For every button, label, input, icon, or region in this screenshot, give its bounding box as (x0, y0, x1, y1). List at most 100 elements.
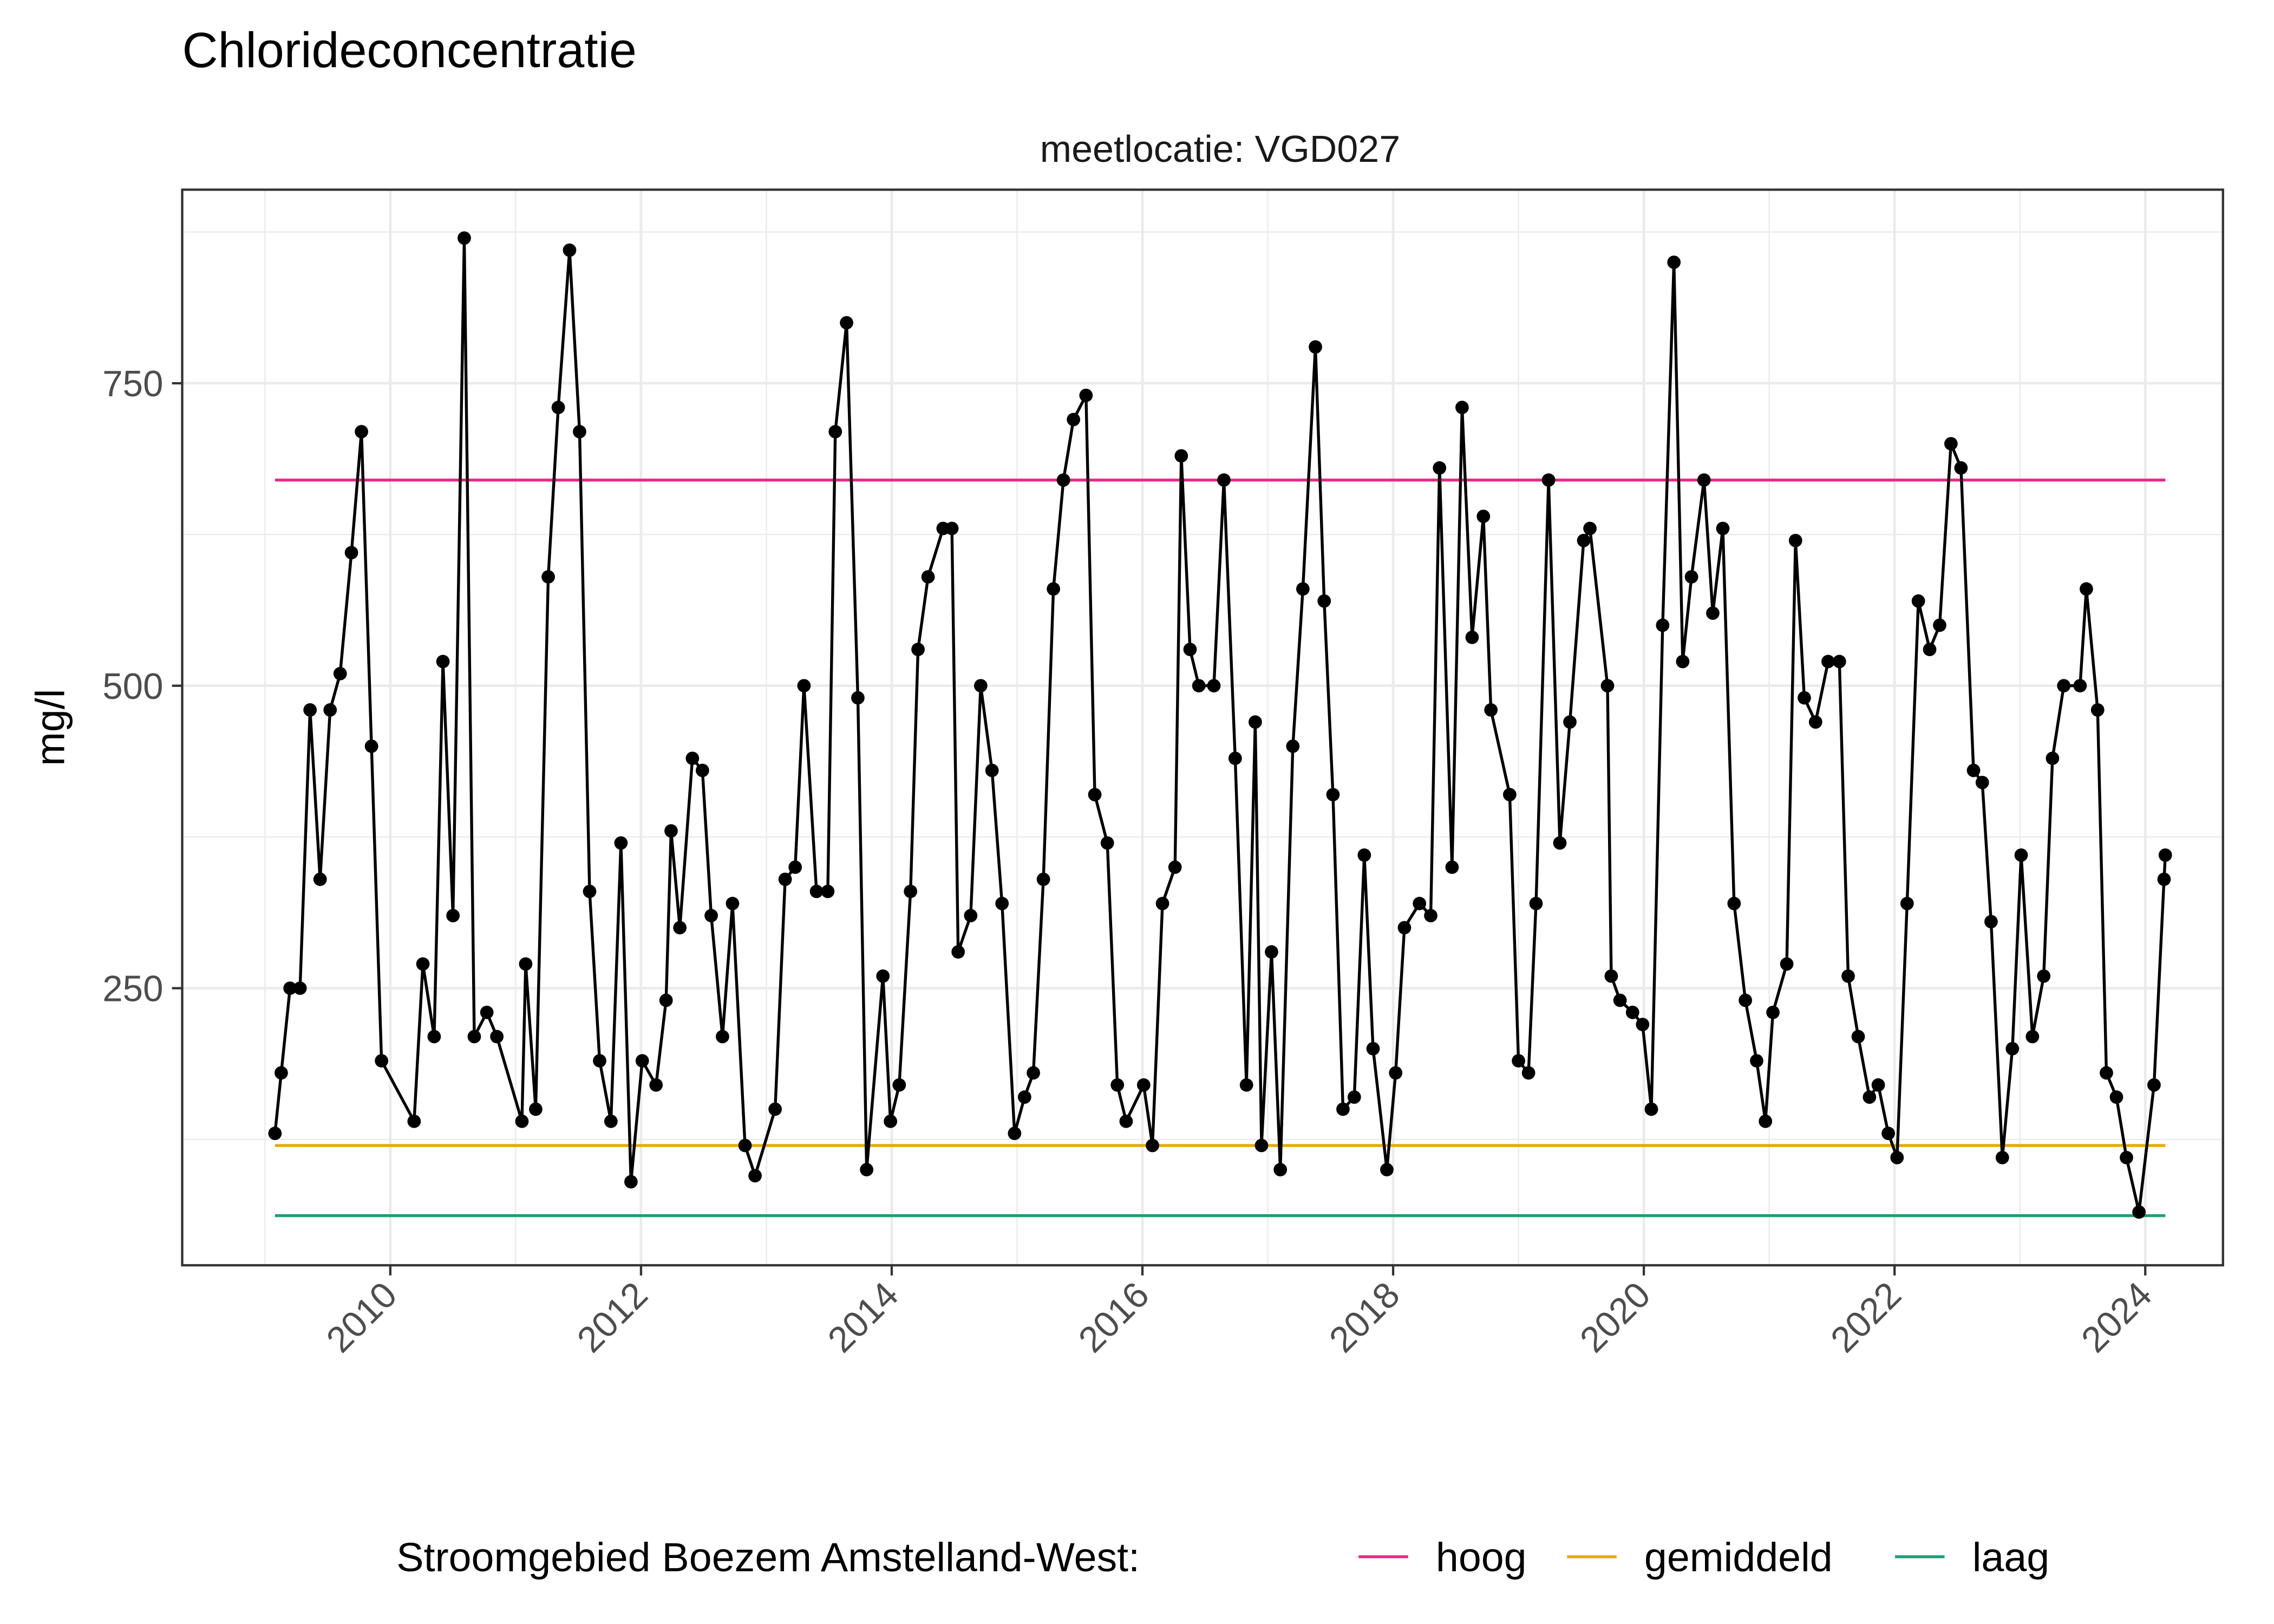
x-tick-label: 2022 (1823, 1274, 1909, 1360)
data-point (1863, 1090, 1877, 1104)
data-point (1249, 715, 1262, 729)
data-point (1366, 1042, 1380, 1056)
data-point (2157, 872, 2171, 886)
data-point (293, 981, 307, 995)
data-point (685, 751, 700, 765)
data-point (2005, 1042, 2020, 1056)
data-point (604, 1114, 618, 1128)
data-point (809, 885, 824, 899)
data-point (1296, 582, 1310, 596)
data-point (515, 1114, 529, 1128)
data-point (1067, 412, 1081, 427)
data-point (695, 763, 709, 777)
data-point (1484, 703, 1498, 717)
data-point (467, 1030, 481, 1044)
data-point (1273, 1163, 1288, 1177)
data-point (1018, 1090, 1031, 1104)
data-point (973, 679, 988, 693)
data-point (788, 860, 802, 874)
data-point (1821, 654, 1835, 669)
data-point (1008, 1127, 1022, 1141)
data-point (614, 836, 628, 850)
data-point (1788, 534, 1802, 547)
data-point (1183, 643, 1197, 657)
x-tick-label: 2020 (1572, 1274, 1658, 1360)
data-point (551, 401, 565, 415)
data-point (995, 896, 1009, 911)
data-point (716, 1030, 729, 1044)
data-point (649, 1078, 663, 1092)
legend-title: Stroomgebied Boezem Amstelland-West: (396, 1535, 1140, 1580)
data-point (1389, 1066, 1403, 1080)
data-point (1424, 909, 1437, 922)
data-point (1036, 872, 1050, 886)
legend-label-gemiddeld: gemiddeld (1644, 1535, 1833, 1580)
x-tick-label: 2010 (319, 1274, 405, 1360)
data-point (1583, 521, 1597, 535)
series-line (268, 231, 2172, 1219)
data-point (541, 570, 555, 584)
data-point (1766, 1005, 1780, 1019)
data-point (1168, 860, 1182, 874)
data-point (1347, 1090, 1361, 1104)
data-point (1975, 776, 1989, 789)
data-point (1750, 1054, 1763, 1068)
data-point (624, 1175, 638, 1189)
data-point (1808, 715, 1822, 729)
data-point (892, 1078, 906, 1092)
data-point (446, 909, 460, 922)
data-point (1954, 461, 1968, 475)
data-point (407, 1114, 421, 1128)
data-point (840, 316, 854, 330)
data-point (1326, 788, 1340, 802)
data-point (1984, 915, 1998, 928)
data-point (1155, 896, 1169, 911)
y-tick-label: 250 (102, 969, 163, 1010)
data-point (364, 739, 378, 753)
data-point (1541, 473, 1556, 487)
data-point (355, 425, 369, 438)
plot-background (182, 189, 2223, 1266)
data-point (911, 643, 925, 657)
data-point (1798, 691, 1811, 705)
data-point (951, 945, 965, 959)
data-point (1357, 848, 1371, 862)
data-point (1056, 473, 1070, 487)
data-point (416, 957, 430, 971)
chart-subtitle: meetlocatie: VGD027 (1040, 128, 1400, 170)
data-point (1553, 836, 1567, 850)
data-point (2046, 751, 2060, 765)
legend-label-hoog: hoog (1436, 1535, 1527, 1580)
data-point (884, 1114, 898, 1128)
data-point (821, 885, 835, 899)
data-point (333, 667, 347, 680)
data-point (1047, 582, 1061, 596)
data-point (1239, 1078, 1253, 1092)
data-point (1871, 1078, 1885, 1092)
data-point (1146, 1138, 1159, 1152)
data-point (1625, 1005, 1639, 1019)
data-point (275, 1066, 288, 1080)
data-point (1317, 594, 1331, 608)
grid (182, 189, 2223, 1266)
data-point (490, 1030, 504, 1044)
data-point (1228, 751, 1242, 765)
data-point (738, 1138, 752, 1152)
data-point (664, 824, 678, 838)
data-point (427, 1030, 441, 1044)
data-point (2037, 969, 2051, 983)
data-point (2109, 1090, 2123, 1104)
data-point (1286, 739, 1300, 753)
x-tick-label: 2016 (1071, 1274, 1157, 1360)
data-point (323, 703, 337, 717)
data-point (921, 570, 935, 584)
data-point (1380, 1163, 1394, 1177)
x-tick-label: 2012 (570, 1274, 656, 1360)
data-point (1656, 618, 1670, 632)
data-point (1966, 763, 1981, 777)
data-point (2073, 679, 2087, 693)
legend: Stroomgebied Boezem Amstelland-West: hoo… (396, 1535, 2049, 1580)
data-point (1900, 896, 1914, 911)
data-point (1706, 606, 1720, 620)
data-point (1667, 256, 1681, 269)
